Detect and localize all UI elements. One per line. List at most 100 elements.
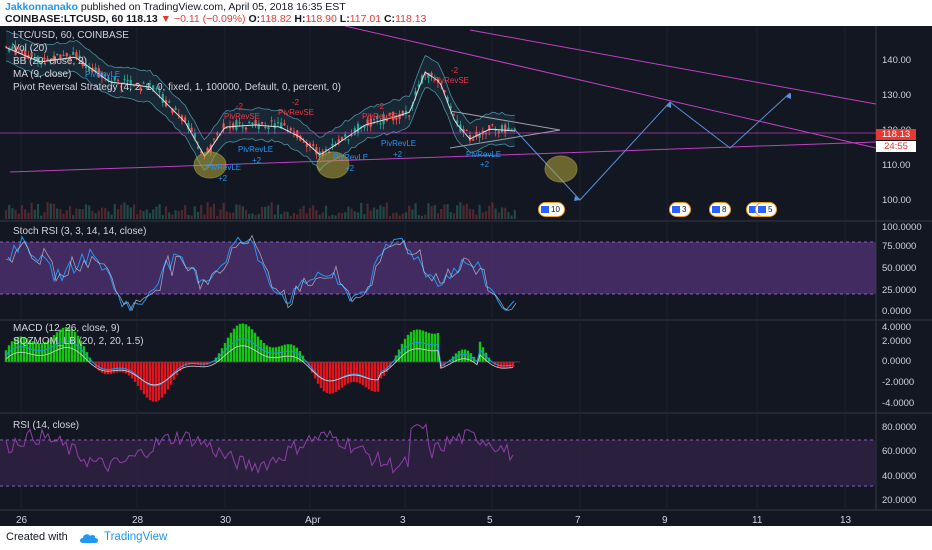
histogram-bar xyxy=(232,328,236,362)
stoch-legend[interactable]: Stoch RSI (3, 3, 14, 14, close) xyxy=(13,226,147,237)
histogram-bar xyxy=(73,331,77,362)
volume-bar xyxy=(414,203,417,219)
trendline-lower[interactable] xyxy=(9,141,877,173)
candle-body xyxy=(193,133,196,139)
pivot-label: PivRevLE xyxy=(333,153,369,162)
candle-body xyxy=(206,148,209,153)
macd-legend[interactable]: MACD (12, 26, close, 9) xyxy=(13,323,120,334)
volume-bar xyxy=(299,208,302,219)
candle-body xyxy=(14,46,17,55)
volume-bar xyxy=(251,213,254,219)
candle-body xyxy=(228,126,232,129)
candle-body xyxy=(145,86,148,89)
histogram-bar xyxy=(22,336,26,362)
volume-bar xyxy=(193,206,196,219)
price-legend-pivot[interactable]: Pivot Reversal Strategy (4, 2, 1, 0, fix… xyxy=(13,82,341,93)
histogram-bar xyxy=(322,362,326,392)
volume-bar xyxy=(180,209,184,219)
volume-bar xyxy=(228,212,232,219)
target-highlight-ellipse[interactable] xyxy=(544,155,578,183)
volume-bar xyxy=(436,213,440,219)
author-link[interactable]: Jakkonnanako xyxy=(5,1,78,13)
volume-bar xyxy=(331,214,334,219)
chart-canvas[interactable] xyxy=(0,26,932,526)
volume-bar xyxy=(120,204,123,219)
macd-line xyxy=(5,338,514,387)
stoch-tick: 50.0000 xyxy=(882,263,917,274)
histogram-bar xyxy=(235,325,239,362)
support-highlight-ellipse[interactable] xyxy=(193,151,227,179)
stoch-tick: 0.0000 xyxy=(882,306,912,317)
histogram-bar xyxy=(427,332,431,362)
histogram-bar xyxy=(142,362,146,395)
stoch-tick: 100.0000 xyxy=(882,222,922,233)
histogram-bar xyxy=(292,345,296,362)
histogram-bar xyxy=(229,332,233,362)
candle-body xyxy=(200,151,203,154)
histogram-bar xyxy=(418,329,422,362)
event-badge[interactable]: 5 xyxy=(755,202,778,217)
ohlc-line: COINBASE:LTCUSD, 60 118.13 ▼ −0.11 (−0.0… xyxy=(5,13,426,25)
price-legend-symbol[interactable]: LTC/USD, 60, COINBASE xyxy=(13,30,129,41)
volume-bar xyxy=(27,212,30,219)
candle-body xyxy=(126,79,129,82)
volume-bar xyxy=(171,214,174,219)
volume-bar xyxy=(433,205,436,219)
tradingview-brand[interactable]: TradingView xyxy=(104,531,168,543)
volume-bar xyxy=(17,213,20,219)
volume-bars xyxy=(4,202,516,219)
histogram-bar xyxy=(67,327,71,362)
histogram-bar xyxy=(31,341,35,362)
candles[interactable] xyxy=(4,40,516,161)
candle-body xyxy=(292,131,296,133)
histogram-bar xyxy=(265,345,269,362)
histogram-bar xyxy=(397,349,401,362)
event-badge[interactable]: 10 xyxy=(538,202,565,217)
volume-bar xyxy=(254,214,257,219)
candle-body xyxy=(404,110,408,115)
trendline-upper[interactable] xyxy=(344,26,877,149)
volume-bar xyxy=(104,208,107,219)
histogram-bar xyxy=(154,362,158,402)
candle-body xyxy=(232,123,235,129)
triangle-pattern[interactable] xyxy=(449,110,561,149)
volume-bar xyxy=(20,205,24,219)
rsi-line xyxy=(5,423,514,475)
volume-bar xyxy=(8,205,11,219)
volume-bar xyxy=(430,206,433,219)
candle-body xyxy=(382,114,385,124)
volume-bar xyxy=(488,205,491,219)
volume-bar xyxy=(107,211,110,219)
candle-body xyxy=(104,74,107,77)
event-badge[interactable]: 3 xyxy=(669,202,692,217)
histogram-bar xyxy=(415,329,419,362)
trendline-outer[interactable] xyxy=(469,29,877,105)
sqzmom-legend[interactable]: SQZMOM_LB (20, 2, 20, 1.5) xyxy=(13,336,144,347)
candle-body xyxy=(59,54,62,59)
change-value: −0.11 (−0.09%) xyxy=(173,13,246,25)
histogram-bar xyxy=(37,343,41,362)
candle-body xyxy=(171,108,174,113)
candle-body xyxy=(296,130,299,138)
candle-body xyxy=(417,84,420,88)
candle-body xyxy=(372,118,376,120)
histogram-bar xyxy=(166,362,170,390)
price-legend-volume[interactable]: Vol (20) xyxy=(13,43,48,54)
candle-body xyxy=(36,56,40,63)
time-tick: 5 xyxy=(487,515,493,526)
candle-body xyxy=(238,122,241,124)
rsi-legend[interactable]: RSI (14, close) xyxy=(13,420,80,431)
chart-area[interactable]: LTC/USD, 60, COINBASE Vol (20) BB (20, c… xyxy=(0,26,932,526)
price-legend-bb[interactable]: BB (20, close, 2) xyxy=(13,56,87,67)
price-legend-ma[interactable]: MA (9, close) xyxy=(13,69,72,80)
candle-body xyxy=(254,119,257,125)
support-highlight-ellipse[interactable] xyxy=(316,151,350,179)
volume-bar xyxy=(68,205,72,219)
volume-bar xyxy=(203,214,206,219)
candle-body xyxy=(152,85,155,90)
candle-body xyxy=(302,141,305,143)
volume-bar xyxy=(404,212,408,219)
event-badge[interactable]: 8 xyxy=(709,202,732,217)
candle-body xyxy=(91,67,94,73)
symbol-label: COINBASE:LTCUSD, 60 xyxy=(5,13,124,25)
